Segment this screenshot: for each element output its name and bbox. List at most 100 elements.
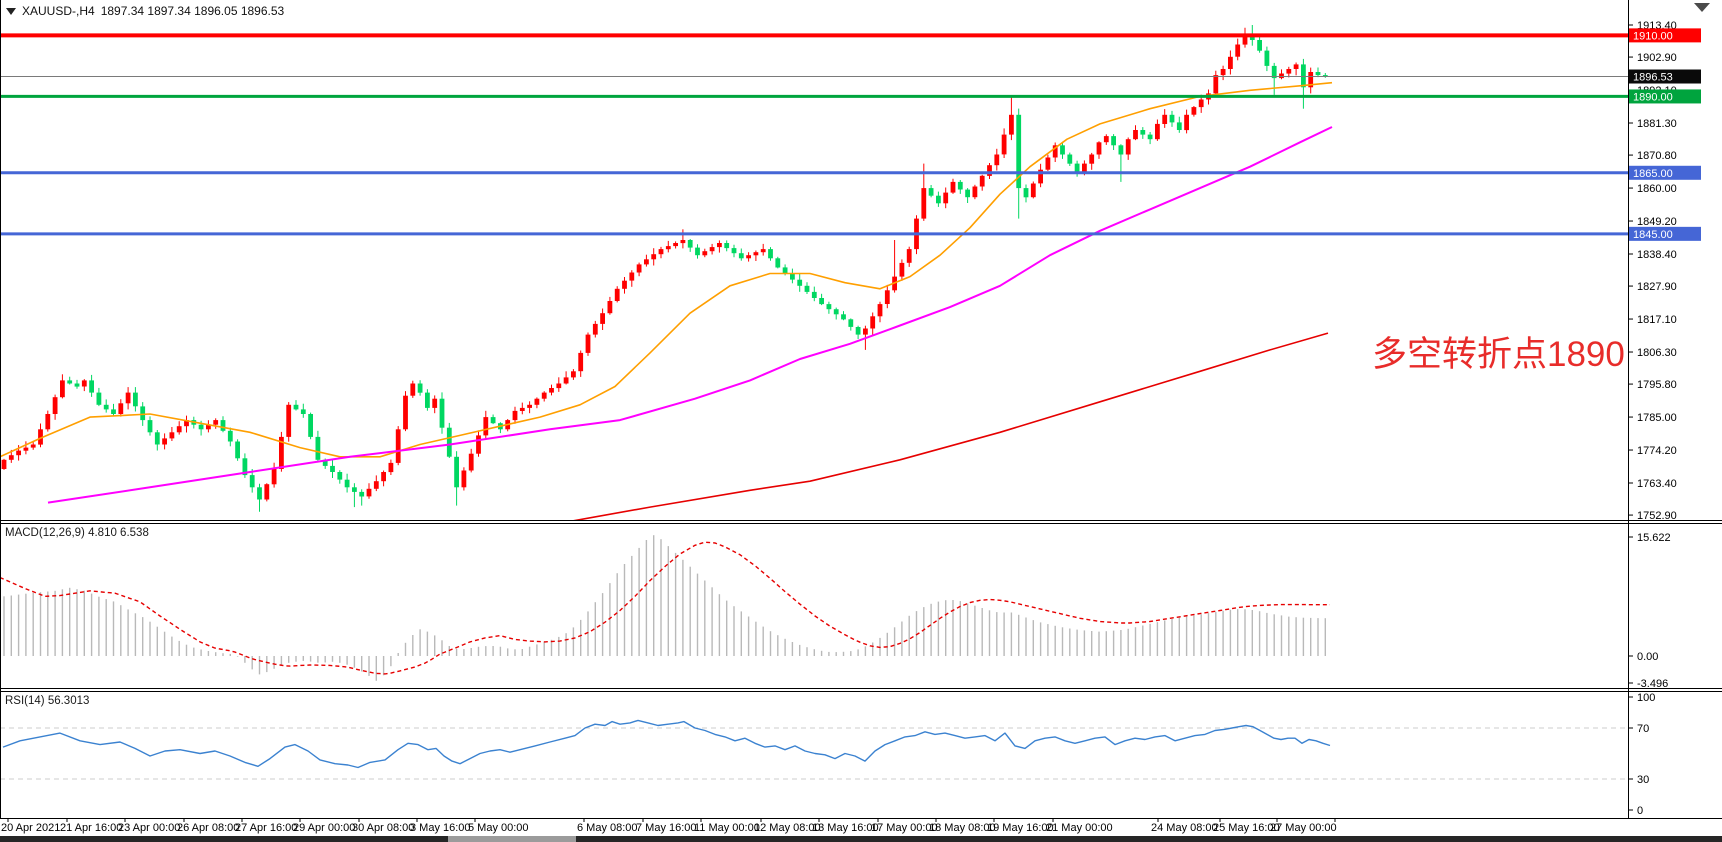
candle-body — [454, 456, 459, 488]
price-badge — [1629, 69, 1701, 84]
candle-body — [1067, 154, 1073, 164]
candle-body — [965, 189, 970, 198]
candle-body — [1279, 73, 1284, 79]
candle-body — [279, 436, 284, 469]
time-tick-label: 20 Apr 2021 — [1, 822, 60, 834]
candle-body — [804, 285, 810, 292]
candle-body — [1023, 188, 1029, 198]
candle-body — [1301, 64, 1306, 88]
candle-body — [695, 247, 700, 256]
price-tick-label: 1774.20 — [1637, 445, 1677, 457]
candle-body — [622, 280, 627, 289]
candle-body — [417, 383, 423, 393]
candle-body — [483, 417, 489, 436]
candle-body — [425, 392, 430, 408]
candle-body — [563, 377, 569, 384]
candle-body — [74, 383, 80, 387]
candle-body — [154, 432, 160, 445]
time-tick-label: 13 May 16:00 — [812, 822, 879, 834]
chart-symbol-period: XAUUSD-,H4 — [22, 4, 95, 18]
candle-body — [60, 380, 65, 398]
candle-body — [300, 409, 306, 414]
candle-body — [826, 304, 832, 310]
chart-annotation-text: 多空转折点1890 — [1372, 335, 1625, 374]
candle-body — [1184, 114, 1189, 131]
price-tick-label: 1795.80 — [1637, 379, 1677, 391]
price-badge-label: 1890.00 — [1633, 91, 1673, 103]
candle-body — [753, 252, 759, 256]
rsi-axis-label: 100 — [1637, 692, 1655, 704]
candle-body — [1060, 145, 1065, 155]
candle-body — [249, 475, 255, 488]
candle-body — [1001, 134, 1007, 155]
time-tick-label: 5 May 00:00 — [468, 822, 529, 834]
chart-shift-marker-icon[interactable] — [1694, 3, 1710, 12]
price-badge — [1629, 28, 1701, 43]
candle-body — [388, 462, 394, 473]
candle-body — [322, 459, 328, 466]
candle-body — [373, 481, 379, 489]
candles-layer — [1, 25, 1328, 512]
candle-body — [1089, 154, 1095, 164]
candle-body — [184, 420, 189, 427]
macd-signal-line — [0, 541, 1330, 675]
candle-body — [1016, 114, 1022, 189]
candle-body — [512, 410, 518, 421]
candle-body — [1308, 72, 1314, 88]
price-tick-label: 1817.10 — [1637, 314, 1677, 326]
time-tick-label: 23 Apr 00:00 — [118, 822, 180, 834]
price-tick-label: 1849.20 — [1637, 216, 1677, 228]
price-badge-label: 1910.00 — [1633, 30, 1673, 42]
price-pane — [0, 25, 1333, 520]
candle-body — [81, 380, 87, 387]
candle-body — [782, 267, 788, 274]
candle-body — [702, 251, 708, 256]
candle-body — [1235, 44, 1241, 57]
candle-body — [366, 488, 372, 497]
candle-body — [549, 388, 554, 393]
candle-body — [38, 429, 43, 445]
candle-body — [490, 417, 496, 424]
macd-indicator-label: MACD(12,26,9) 4.810 6.538 — [5, 527, 149, 539]
candle-body — [147, 420, 153, 433]
price-axis[interactable]: 1913.401902.901892.101881.301870.801860.… — [1628, 20, 1701, 522]
candle-body — [1322, 75, 1328, 77]
candle-body — [673, 243, 678, 247]
candle-body — [746, 255, 751, 259]
candle-body — [928, 188, 934, 196]
candle-body — [644, 259, 649, 265]
candle-body — [315, 436, 321, 460]
candle-body — [1103, 136, 1109, 143]
candle-body — [52, 397, 58, 414]
candle-body — [461, 470, 467, 488]
price-badge-label: 1865.00 — [1633, 168, 1673, 180]
candle-body — [1045, 157, 1051, 170]
candle-body — [731, 248, 737, 254]
price-tick-label: 1881.30 — [1637, 118, 1677, 130]
time-tick-label: 21 Apr 16:00 — [60, 822, 122, 834]
candle-body — [833, 309, 839, 315]
macd-axis-label: -3.496 — [1637, 678, 1668, 690]
candle-body — [439, 398, 445, 428]
candle-body — [1118, 145, 1124, 155]
candle-body — [797, 279, 803, 286]
symbol-dropdown-icon[interactable] — [6, 7, 16, 15]
rsi-axis-label: 30 — [1637, 774, 1649, 786]
candle-body — [271, 469, 277, 485]
candle-body — [395, 429, 401, 463]
candle-body — [972, 186, 978, 198]
price-tick-label: 1902.90 — [1637, 52, 1677, 64]
candle-body — [359, 491, 365, 497]
rsi-line — [2, 719, 1331, 769]
candle-body — [1155, 123, 1160, 140]
candle-body — [1257, 40, 1262, 51]
candle-body — [870, 316, 876, 329]
candle-body — [1191, 107, 1197, 115]
candle-body — [658, 249, 664, 255]
candle-body — [8, 455, 14, 460]
time-tick-label: 25 May 16:00 — [1213, 822, 1280, 834]
candle-body — [67, 380, 73, 384]
time-tick-label: 27 Apr 16:00 — [235, 822, 297, 834]
